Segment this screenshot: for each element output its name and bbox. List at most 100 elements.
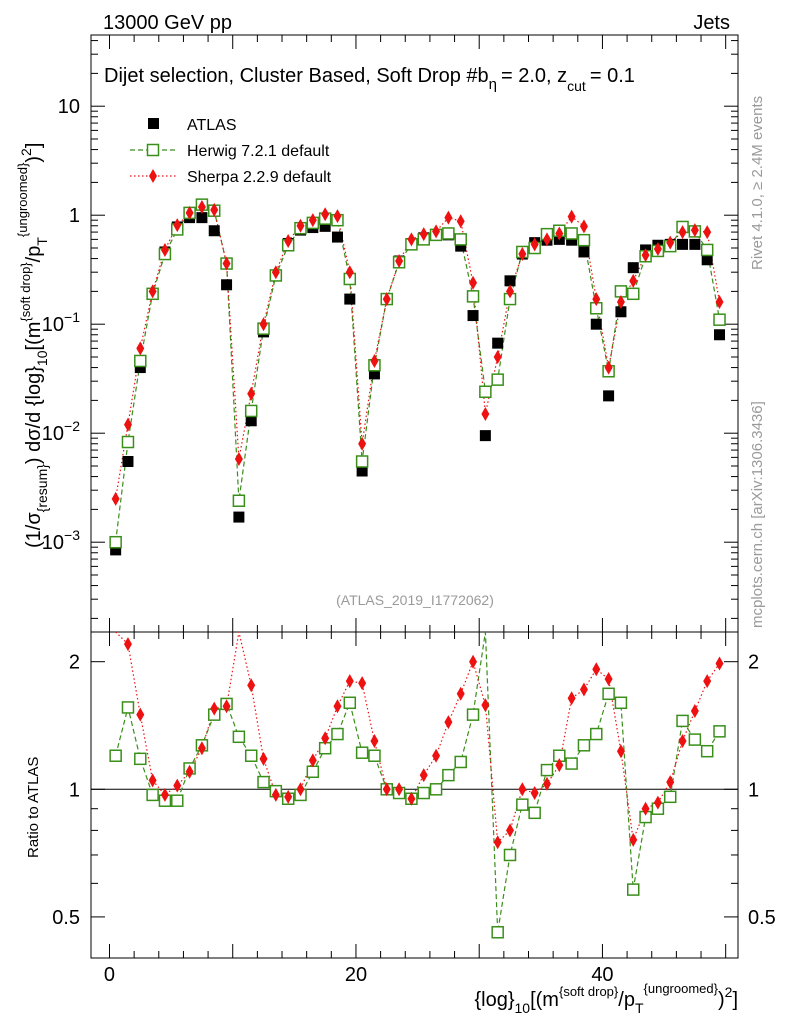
header-right: Jets xyxy=(693,12,730,34)
ratio-plot-frame xyxy=(90,631,739,959)
title-beta: = 2.0, z xyxy=(501,65,567,87)
ratio-point-sherpa xyxy=(370,734,379,749)
ratio-point-sherpa xyxy=(210,701,219,716)
main-point-herwig xyxy=(577,233,591,247)
main-point-atlas xyxy=(368,368,380,380)
ratio-point-herwig xyxy=(602,687,615,701)
main-point-sherpa xyxy=(444,210,453,225)
main-point-sherpa xyxy=(222,256,231,271)
ratio-point-sherpa xyxy=(333,699,342,714)
main-point-sherpa xyxy=(370,353,379,368)
ratio-point-herwig xyxy=(565,757,578,770)
title-main: Dijet selection, Cluster Based, Soft Dro… xyxy=(104,65,489,87)
main-point-sherpa xyxy=(296,218,305,233)
ratio-point-herwig xyxy=(577,739,591,752)
ratio-point-herwig xyxy=(343,696,357,710)
main-point-sherpa xyxy=(506,284,515,299)
ratio-point-sherpa xyxy=(136,707,145,722)
main-point-sherpa xyxy=(234,451,243,466)
ratio-point-herwig xyxy=(688,733,702,746)
main-point-sherpa xyxy=(173,218,182,233)
main-y-tick-label: 1 xyxy=(69,205,80,227)
main-point-sherpa xyxy=(284,233,293,248)
legend: ATLAS Herwig 7.2.1 default Sherpa 2.2.9 … xyxy=(130,117,332,186)
ratio-point-sherpa xyxy=(419,768,428,783)
ratio-y-tick-label-left: 1 xyxy=(69,779,80,801)
ratio-point-herwig xyxy=(442,768,455,782)
main-point-sherpa xyxy=(210,202,219,217)
x-ticks: 0 20 40 xyxy=(104,35,727,986)
legend-atlas-marker xyxy=(148,118,159,129)
main-y-tick-label: 10−2 xyxy=(42,418,80,445)
main-point-atlas xyxy=(701,254,713,266)
main-point-sherpa xyxy=(715,294,724,309)
main-point-sherpa xyxy=(259,317,268,332)
main-point-herwig xyxy=(700,243,714,257)
main-point-sherpa xyxy=(247,386,256,401)
main-point-sherpa xyxy=(604,360,613,375)
ratio-point-herwig xyxy=(355,746,369,759)
ratio-point-sherpa xyxy=(653,795,662,810)
main-point-sherpa xyxy=(271,265,280,280)
main-point-herwig xyxy=(466,290,480,303)
main-point-sherpa xyxy=(616,294,625,309)
main-point-sherpa xyxy=(197,199,206,214)
main-point-sherpa xyxy=(358,436,367,451)
ratio-point-sherpa xyxy=(284,789,293,804)
ratio-point-sherpa xyxy=(616,744,625,759)
main-point-atlas xyxy=(208,225,220,237)
main-point-atlas xyxy=(492,337,504,349)
ratio-point-sherpa xyxy=(358,676,367,691)
ratio-point-herwig xyxy=(429,783,443,796)
ratio-point-sherpa xyxy=(148,773,157,788)
main-point-sherpa xyxy=(123,417,132,432)
ratio-point-herwig xyxy=(368,749,381,762)
main-point-atlas xyxy=(134,362,146,374)
ratio-point-sherpa xyxy=(345,674,354,689)
ratio-point-sherpa xyxy=(530,786,539,801)
ratio-point-sherpa xyxy=(160,787,169,802)
main-series xyxy=(109,198,726,556)
ratio-point-sherpa xyxy=(542,776,551,791)
ratio-point-sherpa xyxy=(271,787,280,802)
ratio-point-herwig xyxy=(146,788,159,802)
title-zsub: cut xyxy=(567,78,586,94)
main-point-atlas xyxy=(677,238,689,250)
main-point-atlas xyxy=(110,544,122,556)
main-y-ticks: 10−3 10−2 10−1 1 10 xyxy=(42,40,738,619)
ratio-y-tick-label-right: 1 xyxy=(748,779,759,801)
main-point-atlas xyxy=(479,430,491,442)
title-zval: = 0.1 xyxy=(590,65,635,87)
main-point-sherpa xyxy=(148,284,157,299)
legend-sherpa-marker xyxy=(149,169,157,183)
ratio-point-herwig xyxy=(676,714,689,728)
ratio-point-sherpa xyxy=(641,801,650,816)
x-tick-label: 40 xyxy=(591,964,613,986)
ratio-point-sherpa xyxy=(247,678,256,693)
ratio-point-herwig xyxy=(306,765,320,779)
main-point-herwig xyxy=(244,404,258,418)
main-point-atlas xyxy=(455,240,467,252)
main-point-atlas xyxy=(356,465,368,477)
main-y-axis-label: (1/σ{resum}) dσ/d {log}10[(m{soft drop}/… xyxy=(15,143,50,548)
header-left: 13000 GeV pp xyxy=(103,12,232,34)
ratio-point-herwig xyxy=(614,696,628,710)
main-point-atlas xyxy=(566,234,578,246)
main-point-sherpa xyxy=(382,292,391,307)
main-point-sherpa xyxy=(333,209,342,224)
ratio-point-herwig xyxy=(454,755,467,769)
main-point-atlas xyxy=(603,390,615,402)
legend-sherpa-label: Sherpa 2.2.9 default xyxy=(187,169,332,186)
main-point-atlas xyxy=(627,262,639,274)
ratio-point-sherpa xyxy=(123,637,132,652)
main-point-atlas xyxy=(331,231,343,243)
ratio-point-sherpa xyxy=(173,778,182,793)
ratio-point-herwig xyxy=(491,926,504,939)
main-point-sherpa xyxy=(407,232,416,247)
ratio-point-sherpa xyxy=(444,715,453,730)
ratio-y-tick-label-right: 0.5 xyxy=(748,907,776,929)
ratio-series xyxy=(109,631,726,939)
main-point-herwig xyxy=(491,373,504,386)
ratio-point-sherpa xyxy=(197,741,206,756)
ratio-point-sherpa xyxy=(493,835,502,850)
